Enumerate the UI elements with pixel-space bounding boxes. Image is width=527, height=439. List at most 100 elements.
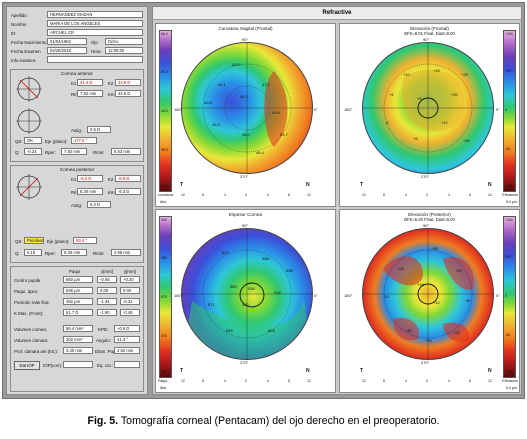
map-value: +22 [453, 330, 460, 335]
anterior-q-label: Q: [15, 150, 20, 155]
map-value: +15 [425, 338, 432, 343]
map-value: +30 [455, 268, 462, 273]
anterior-astig-value: 2.5 D [87, 126, 111, 133]
info-field[interactable] [47, 56, 143, 63]
posterior-eje-value: 93.4 ° [73, 237, 97, 244]
colorbar-value: 300 [161, 370, 167, 374]
pachy-row-x: -0.08 [97, 276, 117, 283]
astig-axis-icon [16, 108, 42, 134]
hora-field[interactable]: 12:05:00 [105, 47, 143, 54]
scale-tick: 12 [307, 379, 311, 383]
map-title: Curvatura Sagital (Frontal) [218, 26, 273, 31]
nasal-marker: N [488, 368, 492, 374]
colorbar-value: 44.0 [161, 109, 168, 113]
deg-bottom: 270° [240, 360, 249, 365]
posterior-rper-value: 6.30 mm [61, 249, 87, 256]
scale-tick: 0 [245, 379, 247, 383]
thickness-colormap: 612 588 560 536 492 524 571 603 549 598 [181, 228, 313, 360]
anterior-eje-value: 177.5 ° [71, 137, 97, 144]
deg-left: 180° [344, 293, 353, 298]
scale-tick: 4 [267, 379, 269, 383]
map-sagittal-front[interactable]: 66.0 50.0 44.0 39.0 30.0 curvatura Abs C… [155, 23, 336, 207]
caption-label: Fig. 5. [87, 415, 119, 427]
posterior-section: Cornea posterior K1 -6.2 D K2 -6.5 D Rm … [10, 165, 144, 263]
pachy-row-value: 51.7 D [63, 309, 93, 316]
colorbar-value: 680 [161, 256, 167, 260]
nacimiento-field[interactable]: 01/04/1962 [47, 38, 87, 45]
anterior-km-value: 42.6 D [115, 90, 141, 97]
posterior-k2-value: -6.5 D [115, 175, 141, 182]
scale-tick: 8 [383, 379, 385, 383]
deg-bottom: 270° [421, 174, 430, 179]
examen-field[interactable]: 02/26/2018 [47, 47, 87, 54]
mm-scale: 12 8 4 0 4 8 12 [362, 193, 494, 198]
map-value: 48.4 [256, 150, 264, 155]
posterior-astig-value: 0.3 D [87, 201, 111, 208]
map-value: +8 [413, 136, 418, 141]
map-value: 588 [262, 256, 269, 261]
vol-corneal-value: 56.4 mm³ [63, 325, 93, 332]
nombre-label: Nombre [11, 22, 27, 27]
colorbar-value: +100 [505, 32, 513, 36]
id-field[interactable]: ARCHEL CR [47, 29, 143, 36]
scale-tick: 4 [448, 193, 450, 197]
temporal-marker: T [360, 182, 364, 188]
anterior-rper-label: Rper: [45, 150, 56, 155]
anterior-km-label: Km [108, 92, 115, 97]
map-value: 598 [286, 268, 293, 273]
anterior-rmin-label: Rmin: [93, 150, 105, 155]
pachy-row-x: -1.90 [97, 309, 117, 316]
map-title: Elevación (Frontal) [410, 26, 449, 31]
scale-tick: 12 [488, 193, 492, 197]
diam-value: 2.92 mm [114, 347, 140, 354]
anterior-title: Cornea anterior [61, 71, 93, 76]
eq-value[interactable] [114, 361, 140, 368]
scale-tick: 8 [469, 379, 471, 383]
id-label: ID [11, 31, 16, 36]
iop-label: IOP(corr): [43, 363, 63, 368]
sagittal-colormap: 42.1 44.3 47.2 49.8 51.7 46.0 43.5 45.9 … [181, 42, 313, 174]
scale-tick: 4 [405, 379, 407, 383]
colorbar-units: 5.0 µm [505, 386, 517, 390]
ojo-label: Ojo [91, 40, 98, 45]
colorbar-value: 0 [505, 294, 507, 298]
colorbar-value: -30 [505, 147, 510, 151]
ojo-field[interactable]: Dcho. [105, 38, 143, 45]
map-subtitle: BFS=6.30 Float, Diam:8.00 [404, 217, 455, 222]
posterior-q-value: 0.18 [24, 249, 42, 256]
map-value: +25 [397, 266, 404, 271]
map-value: +12 [441, 120, 448, 125]
map-elevation-back[interactable]: +100 +30 0 -30 -100 Elevación 5.0 µm Ele… [339, 209, 520, 393]
map-value: 40.8 [204, 100, 212, 105]
nasal-marker: N [306, 368, 310, 374]
figure-caption: Fig. 5. Tomografía corneal (Pentacam) de… [0, 414, 527, 428]
posterior-astig-label: Astig: [71, 203, 82, 208]
colorbar-value: 66.0 [161, 32, 168, 36]
map-value: +16 [463, 138, 470, 143]
map-value: +18 [417, 282, 424, 287]
map-value: 43.5 [212, 122, 220, 127]
anterior-eje-label: Eje (plano): [45, 139, 68, 144]
colorbar-value: +100 [505, 218, 513, 222]
scale-tick: 4 [267, 193, 269, 197]
map-elevation-front[interactable]: +100 +30 0 -30 -100 Elevación 5.0 µm Ele… [339, 23, 520, 207]
nombre-field[interactable]: MARIA DE LOS ANGELES [47, 20, 143, 27]
map-corneal-thickness[interactable]: 900 680 570 470 300 Paqui. Abs Espesor C… [155, 209, 336, 393]
examen-label: Fecha Examen [11, 49, 41, 54]
deg-left: 180° [174, 107, 183, 112]
pachy-row-y: -0.48 [120, 309, 140, 316]
posterior-eje-label: Eje (plano): [47, 239, 70, 244]
scale-tick: 0 [426, 379, 428, 383]
angulo-label: Ángulo: [96, 338, 111, 343]
colorbar-value: 0 [505, 108, 507, 112]
map-value: 603 [268, 328, 275, 333]
iop-value[interactable] [63, 361, 93, 368]
iop-data-button[interactable]: Dat IOP [14, 361, 40, 370]
anterior-qs-value: OK [24, 137, 42, 144]
posterior-rm-value: 6.30 mm [77, 188, 103, 195]
scale-tick: 8 [202, 193, 204, 197]
mm-scale: 12 8 4 0 4 8 12 [181, 379, 313, 384]
apellido-label: Apellido [11, 13, 27, 18]
map-subtitle: BFS=8.01 Float, Diam:8.00 [404, 31, 455, 36]
apellido-field[interactable]: HERNANDEZ MADAN [47, 11, 143, 18]
